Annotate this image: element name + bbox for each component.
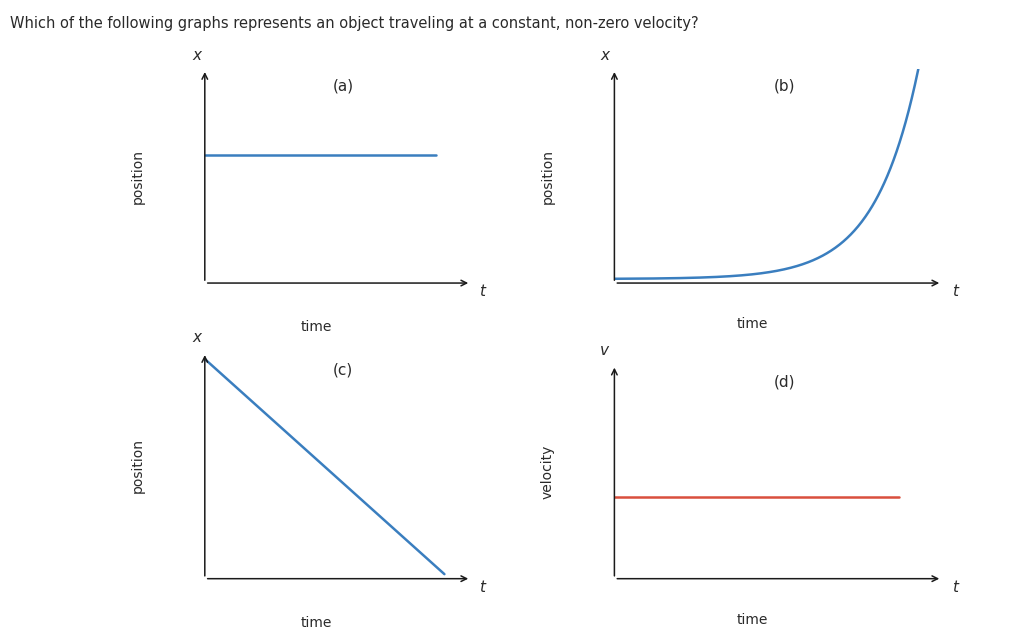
Text: t: t xyxy=(479,580,485,595)
Text: t: t xyxy=(952,284,957,299)
Text: time: time xyxy=(736,613,768,626)
Text: (a): (a) xyxy=(333,79,354,94)
Text: position: position xyxy=(131,438,145,493)
Text: x: x xyxy=(193,330,202,345)
Text: t: t xyxy=(952,580,957,595)
Text: position: position xyxy=(131,148,145,204)
Text: time: time xyxy=(301,320,333,334)
Text: t: t xyxy=(479,284,485,299)
Text: x: x xyxy=(600,48,609,63)
Text: v: v xyxy=(600,343,609,359)
Text: velocity: velocity xyxy=(541,445,555,499)
Text: (d): (d) xyxy=(774,374,796,389)
Text: (b): (b) xyxy=(774,79,796,94)
Text: position: position xyxy=(541,148,555,204)
Text: time: time xyxy=(301,616,333,629)
Text: Which of the following graphs represents an object traveling at a constant, non-: Which of the following graphs represents… xyxy=(10,16,698,31)
Text: (c): (c) xyxy=(333,363,353,378)
Text: x: x xyxy=(193,48,202,63)
Text: time: time xyxy=(736,317,768,331)
